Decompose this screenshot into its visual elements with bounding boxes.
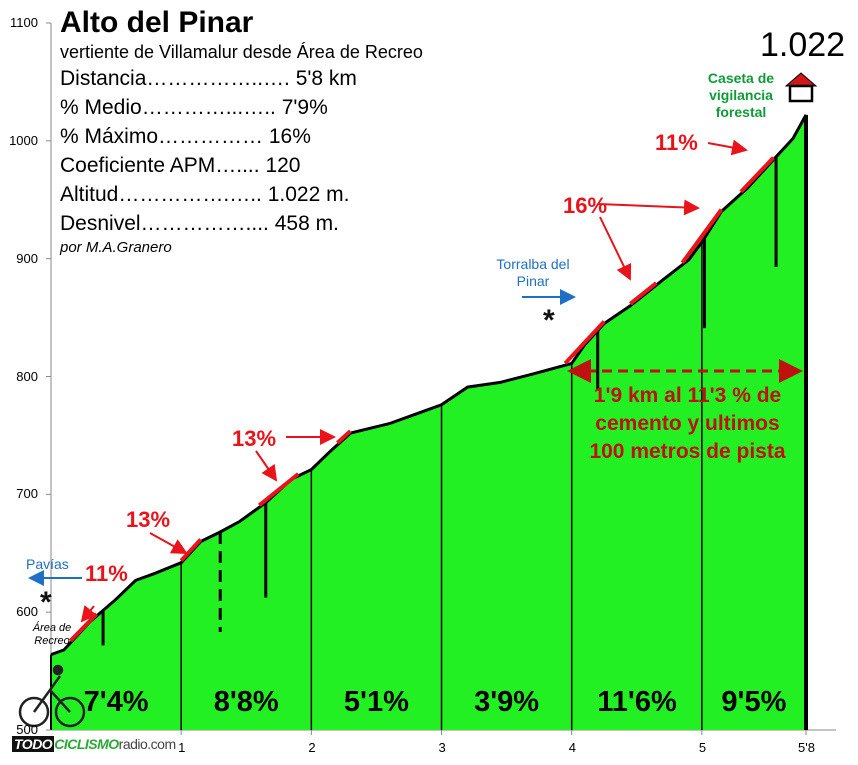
chart-subtitle: vertiente de Villamalur desde Área de Re… (60, 42, 423, 62)
segment-gradient-label: 5'1% (343, 686, 409, 718)
house-roof-icon (784, 72, 818, 87)
house-body-icon (788, 84, 814, 103)
site-logo: TODO CICLISMOradio.com (12, 736, 176, 752)
torralba-label: Torralba del Pinar (496, 256, 570, 289)
segment-gradient-label: 3'9% (474, 686, 540, 718)
start-marker: * (40, 586, 52, 619)
gradient-label-3: 13% (232, 426, 277, 451)
stats-list: Distancia……………..…. 5'8 km % Medio…………...… (60, 64, 423, 238)
pointer-arrow-1 (80, 605, 97, 623)
pointer-arrow-2 (149, 532, 188, 554)
pavias-label: Pavías (26, 556, 69, 572)
start-label: Área de Recreo (32, 622, 72, 647)
gradient-label-2: 13% (126, 507, 171, 532)
y-tick-label: 1000 (9, 132, 38, 148)
y-tick-label: 800 (16, 368, 38, 384)
stat-apm: Coeficiente APM….... 120 (60, 154, 301, 177)
cement-note: 1'9 km al 11'3 % de cemento y ultimos 10… (589, 384, 786, 463)
segment-gradient-label: 11'6% (597, 686, 677, 718)
pointer-arrow-7 (707, 139, 748, 156)
gradient-label-1: 11% (85, 561, 128, 586)
gradient-label-5: 11% (655, 130, 698, 155)
pointer-arrow-3 (255, 450, 278, 482)
stat-elevation-gain: Desnivel…………….... 458 m. (60, 212, 339, 235)
steep-section-6 (629, 281, 658, 306)
profile-line (50, 114, 808, 657)
segment-gradient-label: 8'8% (213, 686, 279, 718)
stat-distance: Distancia……………..…. 5'8 km (60, 67, 357, 90)
x-tick-label: 2 (308, 740, 316, 755)
steep-section-7 (680, 208, 724, 265)
segment-gradient-label: 7'4% (83, 686, 149, 718)
pointer-arrow-6 (599, 216, 632, 281)
peak-altitude: 1.022 (760, 26, 846, 64)
x-tick-label: 4 (568, 740, 576, 755)
x-tick-label: 5'8 (798, 740, 815, 755)
cyclist-icon (18, 664, 86, 728)
y-tick-label: 500 (16, 722, 38, 737)
steep-section-4 (336, 429, 352, 445)
steep-section-3 (258, 472, 300, 507)
segment-gradient-label: 9'5% (721, 686, 787, 718)
y-tick-label: 900 (16, 250, 38, 266)
y-tick-label: 1100 (10, 15, 38, 30)
y-tick-label: 600 (16, 604, 38, 620)
y-tick-label: 700 (16, 486, 38, 502)
steep-section-5 (563, 320, 606, 365)
info-panel: Alto del Pinar vertiente de Villamalur d… (60, 6, 423, 258)
profile-area (51, 114, 806, 730)
stat-avg-gradient: % Medio…………...….. 7'9% (60, 96, 328, 119)
torralba-marker: * (543, 304, 555, 337)
x-tick-label: 1 (178, 740, 186, 755)
x-tick-label: 3 (438, 740, 446, 755)
stat-max-gradient: % Máximo…………… 16% (60, 125, 311, 148)
chart-title: Alto del Pinar (60, 6, 254, 39)
summit-label: Caseta de vigilancia forestal (707, 70, 775, 120)
steep-section-2 (179, 538, 203, 563)
steep-section-8 (739, 156, 775, 194)
gradient-label-4: 16% (563, 193, 608, 218)
pointer-arrow-5 (597, 199, 700, 216)
stat-altitude: Altitud…………….….. 1.022 m. (60, 183, 350, 206)
x-tick-label: 5 (698, 740, 707, 755)
author-credit: por M.A.Granero (60, 239, 172, 256)
